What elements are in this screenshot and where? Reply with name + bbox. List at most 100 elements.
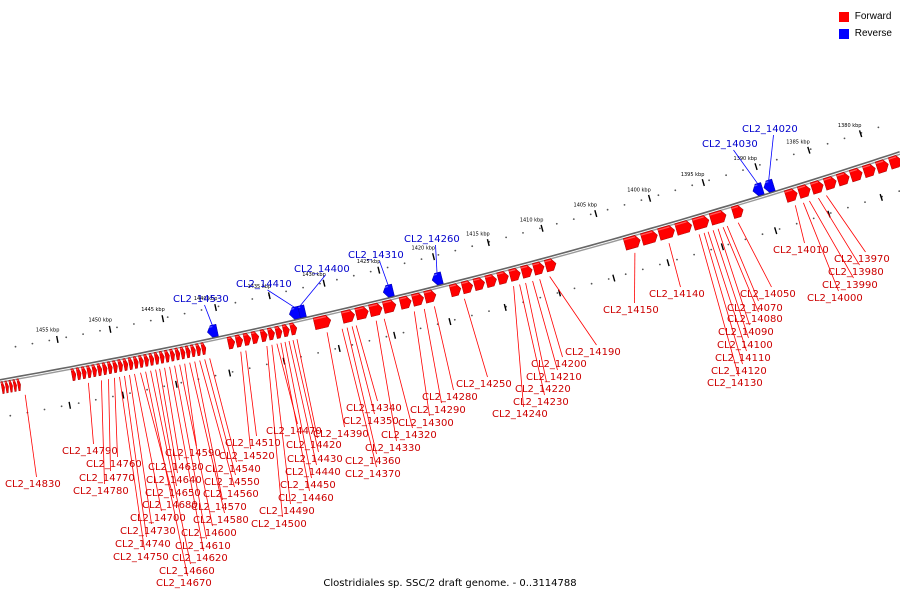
- ruler-dot-upper: [742, 169, 744, 172]
- gene-forward: [460, 280, 474, 295]
- gene-label-forward: CL2_14050: [740, 289, 796, 300]
- ruler-dot-lower: [453, 318, 456, 321]
- ruler-dot-lower: [146, 388, 149, 391]
- leader-line-forward: [707, 231, 747, 352]
- leader-line-forward: [717, 228, 750, 326]
- leader-line-forward: [549, 276, 597, 346]
- gene-label-reverse: CL2_14020: [742, 124, 798, 135]
- gene-label-forward: CL2_14670: [156, 578, 212, 589]
- gene-label-forward: CL2_14080: [727, 314, 783, 325]
- leader-lines-layer: [24, 134, 866, 577]
- gene-forward: [184, 345, 191, 359]
- gene-label-forward: CL2_14130: [707, 378, 763, 389]
- leader-line-forward: [134, 373, 162, 512]
- gene-label-forward: CL2_14760: [86, 459, 142, 470]
- gene-reverse: [382, 283, 395, 298]
- gene-label-forward: CL2_14390: [313, 429, 369, 440]
- gene-label-forward: CL2_14280: [422, 392, 478, 403]
- leader-line-forward: [140, 372, 174, 499]
- scale-tick: [666, 259, 670, 267]
- ruler-dot-upper: [48, 339, 51, 342]
- ruler-dot-upper: [285, 290, 287, 293]
- gene-label-forward: CL2_14210: [526, 372, 582, 383]
- ruler-dot-lower: [163, 385, 166, 388]
- gene-forward: [472, 277, 485, 292]
- leader-line-forward: [174, 365, 207, 540]
- ruler-dot-upper: [99, 329, 101, 332]
- gene-forward: [106, 361, 113, 375]
- gene-forward: [158, 350, 165, 364]
- gene-label-forward: CL2_14070: [727, 303, 783, 314]
- ruler-dot-lower: [624, 273, 627, 276]
- scale-tick: [322, 279, 326, 287]
- ruler-dot-upper: [471, 245, 474, 248]
- ruler-dot-lower: [94, 398, 97, 401]
- ruler-dot-lower: [334, 348, 337, 350]
- legend-forward: Forward: [838, 8, 892, 25]
- scale-tick-label: 1445 kbp: [141, 307, 165, 313]
- scale-tick: [393, 331, 397, 339]
- ruler-dot-lower: [402, 331, 405, 334]
- gene-forward: [861, 163, 876, 179]
- backbone-line-outer: [0, 151, 900, 381]
- ruler-dot-upper: [352, 274, 355, 277]
- leader-line-forward: [296, 339, 318, 439]
- scale-tick: [557, 289, 562, 297]
- scale-tick-label: 1400 kbp: [627, 187, 651, 193]
- ruler-dot-upper: [725, 174, 727, 177]
- gene-label-forward: CL2_13980: [828, 267, 884, 278]
- scale-tick: [540, 224, 544, 232]
- gene-forward: [122, 358, 129, 371]
- scale-tick: [377, 266, 381, 274]
- leader-line-reverse: [768, 134, 774, 181]
- scale-tick: [174, 380, 178, 388]
- ruler-dot-upper: [302, 286, 304, 289]
- scale-tick: [701, 178, 705, 187]
- gene-forward: [179, 346, 186, 360]
- leader-line-forward: [351, 326, 375, 415]
- reverse-swatch: [838, 28, 849, 39]
- gene-label-forward: CL2_14100: [717, 340, 773, 351]
- gene-label-forward: CL2_14320: [381, 430, 437, 441]
- gene-label-forward: CL2_14740: [115, 539, 171, 550]
- gene-forward: [169, 348, 175, 362]
- leader-line-forward: [266, 345, 283, 518]
- ruler-dot-lower: [864, 201, 866, 204]
- gene-label-forward: CL2_14620: [172, 553, 228, 564]
- gene-label-forward: CL2_14550: [204, 477, 260, 488]
- leader-line-forward: [737, 222, 772, 288]
- leader-line-forward: [288, 340, 317, 466]
- ruler-dot-lower: [727, 243, 730, 246]
- ruler-dot-upper: [572, 218, 575, 221]
- genes-layer: [0, 155, 900, 394]
- gene-forward: [398, 295, 412, 310]
- gene-forward: [242, 332, 252, 346]
- gene-label-forward: CL2_14660: [159, 566, 215, 577]
- ruler-dot-upper: [234, 301, 237, 304]
- gene-forward: [138, 355, 144, 368]
- scale-tick: [754, 163, 758, 171]
- gene-forward: [86, 365, 92, 379]
- scale-tick-label: 1420 kbp: [412, 245, 436, 251]
- ruler-dot-lower: [761, 233, 764, 236]
- scale-tick: [594, 209, 598, 218]
- scale-tick: [486, 239, 490, 247]
- ruler-dot-upper: [759, 164, 761, 166]
- gene-label-forward: CL2_14290: [410, 405, 466, 416]
- ruler-dot-upper: [116, 326, 118, 329]
- gene-forward: [190, 344, 196, 358]
- gene-forward: [4, 380, 9, 394]
- leader-line-forward: [24, 394, 37, 478]
- leader-line-forward: [245, 350, 257, 437]
- leader-line-forward: [108, 379, 111, 472]
- leader-line-forward: [413, 311, 430, 417]
- gene-forward: [423, 289, 437, 304]
- gene-reverse: [762, 178, 776, 193]
- gene-label-forward: CL2_14830: [5, 479, 61, 490]
- gene-label-forward: CL2_14600: [181, 528, 237, 539]
- scale-tick-label: 1450 kbp: [89, 318, 113, 324]
- leader-line-forward: [794, 205, 805, 244]
- genome-caption: Clostridiales sp. SSC/2 draft genome. - …: [323, 578, 577, 589]
- ruler-dot-upper: [826, 142, 829, 145]
- gene-label-forward: CL2_14430: [287, 454, 343, 465]
